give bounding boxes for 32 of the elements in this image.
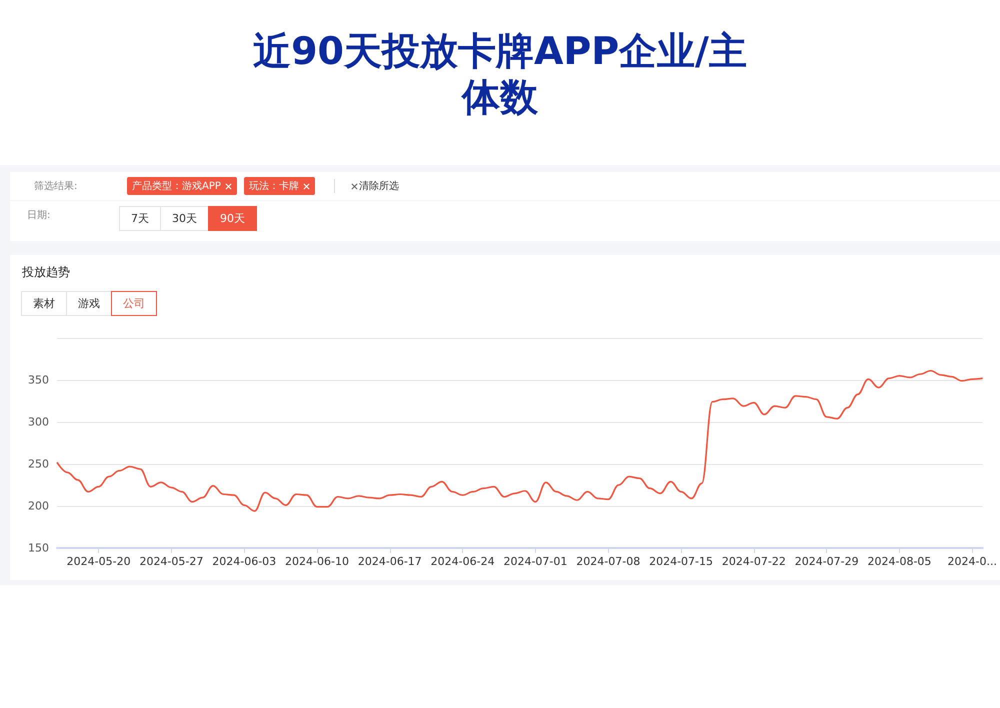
chart-title: 近90天投放卡牌APP企业/主体数 [252,28,748,120]
text: 素材 [21,291,67,316]
y-tick-label: 250 [28,458,49,470]
text: 7天 [119,206,161,231]
x-tick-label: 2024-07-15 [649,555,714,568]
text: 游戏 [66,291,112,316]
y-tick-label: 200 [28,500,49,512]
x-tick-label: 2024-06-24 [430,555,495,568]
text: 玩法：卡牌 [244,177,315,195]
x-tick-label: 2024-07-29 [794,555,859,568]
x-tick-label: 2024-05-20 [66,555,131,568]
x-tick-label: 2024-08-05 [868,555,932,568]
x-tick-label: 2024-07-08 [576,555,640,568]
text: 公司 [111,291,157,316]
text: 筛选结果: [34,180,78,193]
line-series [56,370,984,512]
x-tick-label: 2024-06-03 [212,555,276,568]
text: 日期: [27,208,50,222]
x-tick-label: 2024-06-10 [285,555,349,568]
x-tick-label: 2024-0... [948,555,997,568]
x-tick-label: 2024-05-27 [139,555,204,568]
y-tick-label: 150 [28,542,49,554]
text: 清除所选 [358,180,399,193]
x-tick-label: 2024-07-22 [722,555,786,568]
x-tick-label: 2024-07-01 [503,555,568,568]
text: 产品类型：游戏APP [127,177,237,195]
text: 投放趋势 [22,264,70,281]
x-tick-label: 2024-06-17 [358,555,422,568]
y-tick-label: 350 [28,374,49,386]
text: 30天 [160,206,209,231]
y-tick-label: 300 [28,416,49,428]
text: 90天 [208,206,257,231]
